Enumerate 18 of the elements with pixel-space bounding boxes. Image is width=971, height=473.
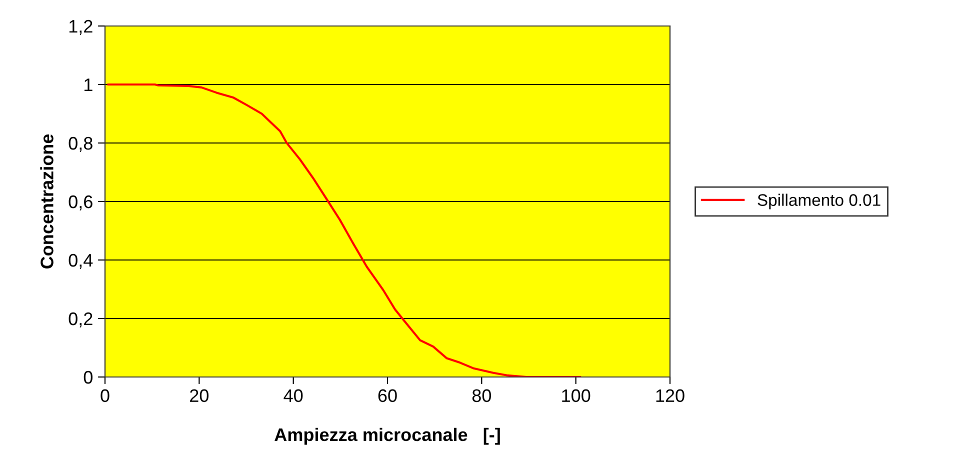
y-tick-label: 0,6 [68, 195, 92, 210]
y-tick-label: 1 [84, 78, 92, 92]
x-tick-label: 40 [284, 389, 303, 402]
x-tick-label: 60 [378, 389, 397, 402]
x-tick-label: 80 [472, 389, 492, 402]
x-tick-label: 100 [562, 389, 590, 402]
x-axis-title: Ampiezza microcanale [-] [274, 428, 500, 445]
x-tick-label: 0 [100, 389, 110, 402]
y-tick-label: 0,2 [68, 312, 92, 328]
y-axis-title: Concentrazione [40, 134, 54, 268]
y-tick-label: 0,8 [68, 136, 92, 152]
y-tick-label: 0 [84, 370, 92, 384]
legend-label: Spillamento 0.01 [758, 194, 880, 210]
x-tick-label: 120 [656, 389, 684, 402]
y-tick-label: 1,2 [69, 20, 92, 35]
line-series [107, 83, 582, 377]
y-tick-label: 0,4 [68, 254, 93, 269]
x-tick-label: 20 [190, 389, 209, 402]
